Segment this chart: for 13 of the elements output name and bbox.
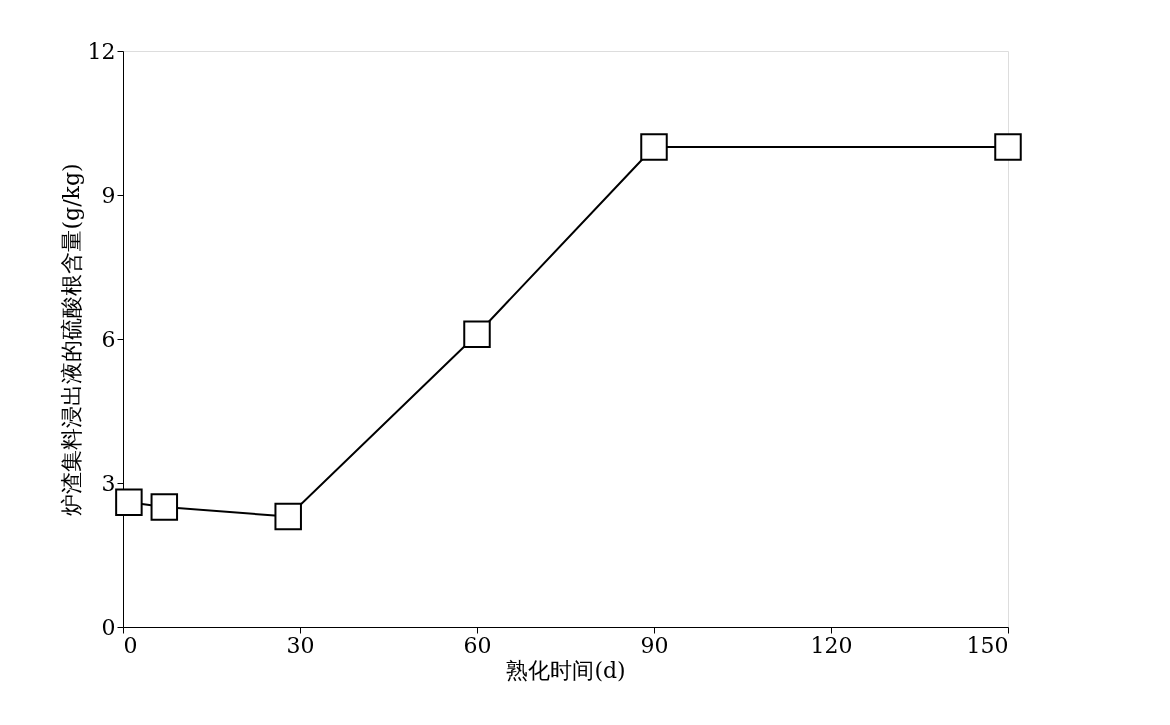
- x-axis-title: 熟化时间(d): [506, 657, 626, 683]
- x-tick-label: 30: [286, 632, 315, 658]
- x-tick-label: 60: [463, 632, 492, 658]
- y-tick-label: 6: [101, 326, 116, 352]
- y-tick-label: 0: [101, 614, 116, 640]
- y-axis-title: 炉渣集料浸出液的硫酸根含量(g/kg): [58, 163, 84, 516]
- y-tick-label: 3: [101, 470, 116, 496]
- x-tick-label: 0: [123, 632, 138, 658]
- x-tick-label: 120: [810, 632, 853, 658]
- y-tick-label: 9: [101, 182, 116, 208]
- x-tick-label: 150: [966, 632, 1009, 658]
- y-tick-label: 12: [87, 38, 116, 64]
- x-tick-label: 90: [640, 632, 669, 658]
